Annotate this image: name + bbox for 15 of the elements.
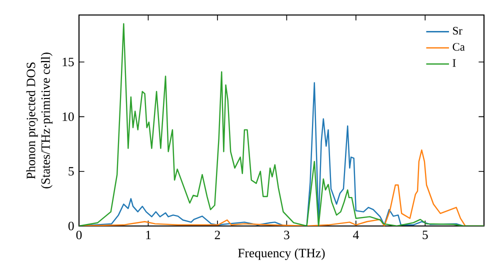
legend-label: I <box>452 59 456 67</box>
legend-label: Sr <box>453 26 462 35</box>
x-tick-label: 1 <box>146 230 151 240</box>
y-tick-label: 0 <box>68 222 74 230</box>
legend-label: Ca <box>452 43 465 51</box>
y-tick-label: 10 <box>62 112 74 121</box>
x-tick-label: 5 <box>422 230 428 240</box>
x-tick-label: 3 <box>284 230 290 240</box>
x-tick-label: 2 <box>214 230 220 240</box>
y-axis-title: Phonon projected DOS (States/THz·primitive cell) <box>26 52 52 188</box>
x-axis-title: Frequency (THz) <box>238 248 325 260</box>
x-tick-label: 0 <box>76 230 82 240</box>
x-tick-label: 4 <box>353 230 359 240</box>
y-tick-label: 5 <box>68 167 74 176</box>
y-tick-label: 15 <box>62 58 74 66</box>
